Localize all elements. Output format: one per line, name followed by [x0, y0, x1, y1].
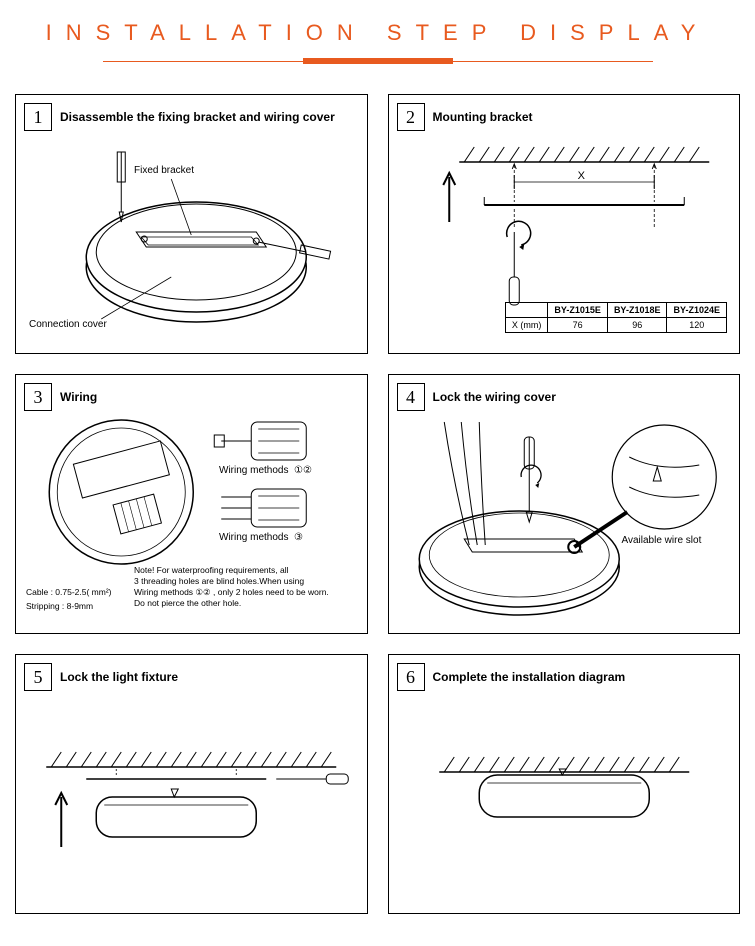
step-title: Wiring	[60, 383, 97, 404]
step-title: Lock the light fixture	[60, 663, 178, 684]
step-number: 4	[397, 383, 425, 411]
step-5: 5 Lock the light fixture	[15, 654, 368, 914]
step-title: Lock the wiring cover	[433, 383, 556, 404]
step-3-diagram: Wiring methods ①② Wiring methods ③ Note!…	[24, 417, 359, 627]
step-4: 4 Lock the wiring cover	[388, 374, 741, 634]
dimension-table: BY-Z1015E BY-Z1018E BY-Z1024E X (mm) 76 …	[505, 302, 727, 333]
label-stripping: Stripping : 8-9mm	[26, 601, 93, 612]
step-title: Disassemble the fixing bracket and wirin…	[60, 103, 335, 124]
step-title: Complete the installation diagram	[433, 663, 626, 684]
label-wire-slot: Available wire slot	[622, 535, 702, 546]
step-6-diagram	[397, 697, 732, 907]
step-2-diagram: X	[397, 137, 732, 347]
label-fixed-bracket: Fixed bracket	[134, 165, 194, 176]
note-text: Note! For waterproofing requirements, al…	[134, 565, 349, 609]
title-underline	[15, 58, 740, 64]
step-1: 1 Disassemble the fixing bracket and wir…	[15, 94, 368, 354]
step-number: 3	[24, 383, 52, 411]
x-label: X	[577, 170, 585, 182]
page-title: INSTALLATION STEP DISPLAY	[15, 20, 740, 46]
step-5-diagram	[24, 697, 359, 907]
step-3: 3 Wiring	[15, 374, 368, 634]
step-title: Mounting bracket	[433, 103, 533, 124]
steps-grid: 1 Disassemble the fixing bracket and wir…	[15, 94, 740, 914]
step-number: 1	[24, 103, 52, 131]
label-cable: Cable : 0.75-2.5( mm²)	[26, 587, 112, 598]
step-number: 5	[24, 663, 52, 691]
label-wiring-3: Wiring methods ③	[219, 532, 303, 543]
step-6: 6 Complete the installation diagram	[388, 654, 741, 914]
label-wiring-12: Wiring methods ①②	[219, 465, 312, 476]
step-number: 2	[397, 103, 425, 131]
step-1-diagram: Fixed bracket Connection cover	[24, 137, 359, 347]
step-number: 6	[397, 663, 425, 691]
label-connection-cover: Connection cover	[29, 319, 107, 330]
step-2: 2 Mounting bracket	[388, 94, 741, 354]
step-4-diagram: Available wire slot	[397, 417, 732, 627]
